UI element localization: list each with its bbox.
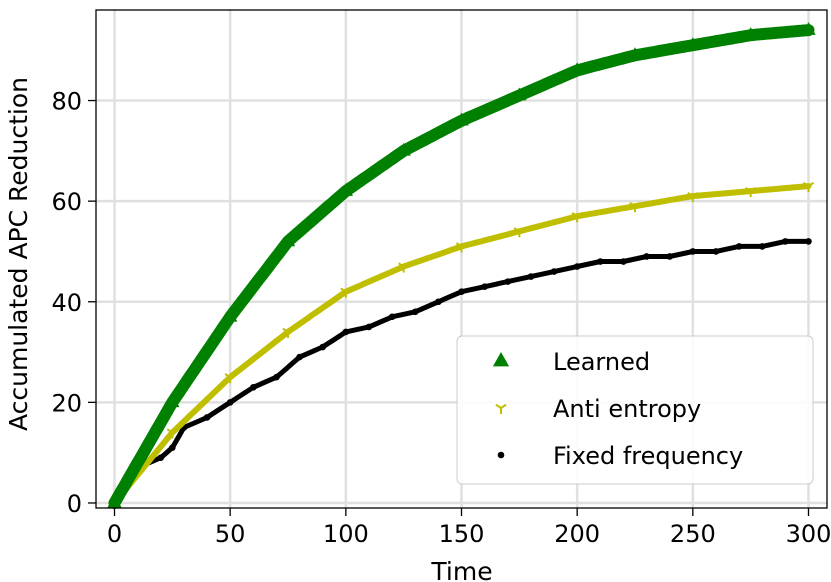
data-point (282, 327, 294, 338)
data-point (250, 383, 257, 391)
data-point (435, 298, 442, 306)
y-tick-label: 20 (51, 389, 82, 417)
data-point (107, 494, 122, 508)
data-point (388, 313, 396, 321)
data-point (527, 273, 535, 280)
data-point (802, 181, 815, 193)
data-point (481, 283, 488, 290)
data-point (454, 112, 469, 126)
x-tick-label: 200 (554, 520, 600, 548)
x-tick-label: 250 (670, 520, 716, 548)
data-point (342, 328, 350, 336)
legend-marker-anti-entropy (495, 403, 507, 414)
data-point (805, 238, 812, 245)
data-point (504, 278, 512, 285)
x-axis: 0 50 100 150 200 250 300 (107, 508, 831, 548)
x-tick-label: 50 (215, 520, 246, 548)
series-fixed-frequency (111, 238, 812, 507)
legend-label-fixed-frequency: Fixed frequency (553, 442, 743, 470)
legend-marker-glyph (495, 403, 507, 414)
data-point (596, 258, 604, 265)
data-point (743, 27, 758, 40)
data-point (203, 414, 211, 421)
data-point (226, 399, 234, 406)
data-point (455, 242, 468, 253)
data-point (687, 191, 699, 203)
data-point (571, 212, 583, 223)
data-point (782, 238, 789, 245)
data-point (569, 62, 585, 76)
data-point (411, 308, 419, 316)
data-point (735, 243, 743, 250)
data-point (365, 323, 373, 331)
data-point (573, 263, 581, 270)
data-point (396, 142, 411, 156)
data-point (169, 444, 176, 451)
data-point (157, 454, 165, 461)
x-tick-label: 0 (107, 520, 122, 548)
data-point (165, 394, 180, 408)
data-point (629, 202, 641, 213)
x-tick-label: 300 (786, 520, 831, 548)
data-point (643, 253, 650, 260)
data-point (801, 22, 816, 35)
x-axis-label: Time (430, 557, 492, 582)
data-point (685, 37, 701, 51)
data-point (627, 47, 643, 61)
legend-marker-fixed-frequency (497, 451, 505, 459)
data-layer (107, 22, 816, 509)
data-point (224, 373, 236, 384)
data-point (666, 253, 673, 260)
data-point (319, 343, 327, 351)
y-axis: 0 20 40 60 80 (51, 88, 96, 518)
data-point (758, 243, 766, 250)
legend-label-learned: Learned (553, 348, 650, 376)
y-axis-label: Accumulated APC Reduction (4, 77, 33, 431)
data-point (689, 248, 697, 255)
data-point (398, 262, 410, 273)
data-point (222, 308, 238, 322)
legend-marker-glyph (497, 451, 505, 459)
x-tick-label: 150 (439, 520, 485, 548)
legend-marker-learned (492, 352, 510, 367)
grid (96, 10, 827, 508)
data-point (280, 233, 296, 247)
data-point (338, 183, 354, 196)
data-point (620, 258, 627, 265)
y-tick-label: 40 (51, 289, 82, 317)
data-point (273, 373, 280, 381)
data-point (340, 287, 352, 298)
data-point (712, 248, 720, 255)
y-tick-label: 80 (51, 88, 82, 116)
legend: Learned Anti entropy Fixed frequency (456, 335, 814, 485)
series-learned (107, 22, 816, 509)
data-point (458, 288, 465, 295)
legend-box (456, 335, 814, 485)
data-point (512, 87, 527, 101)
legend-label-anti-entropy: Anti entropy (553, 395, 701, 423)
data-point (513, 227, 525, 238)
y-tick-label: 0 (67, 490, 82, 518)
y-tick-label: 60 (51, 188, 82, 216)
data-point (745, 186, 757, 198)
data-point (550, 268, 558, 275)
series-anti-entropy (108, 181, 815, 509)
data-point (296, 353, 303, 361)
legend-marker-glyph (492, 352, 510, 367)
x-tick-label: 100 (323, 520, 369, 548)
data-point (166, 428, 178, 439)
